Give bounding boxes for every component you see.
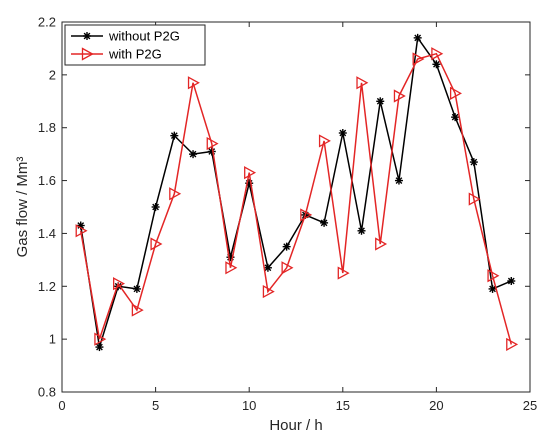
legend-marker-with-p2g [81,47,94,61]
data-point [262,284,275,299]
x-axis-label: Hour / h [269,417,322,434]
y-tick-label: 2 [49,67,56,82]
y-tick-label: 2.2 [38,15,56,30]
y-tick-label: 1.6 [38,173,56,188]
data-point [150,237,163,251]
x-tick-label: 0 [58,398,65,413]
data-point [451,113,460,122]
data-point [376,97,385,106]
data-point [432,60,441,69]
series-with-p2g [75,47,519,352]
legend: without P2G with P2G [64,24,206,66]
data-point [469,158,478,167]
data-point [356,76,369,90]
data-point [132,284,141,293]
x-tick-label: 10 [242,398,256,413]
data-point [75,224,88,238]
data-point [413,33,422,42]
data-point [506,337,519,352]
data-point [95,343,104,352]
y-tick-label: 1.8 [38,120,56,135]
data-point [487,269,500,283]
data-point [488,284,497,293]
data-point [357,226,366,235]
x-tick-label: 25 [523,398,537,413]
legend-marker-without-p2g [83,32,91,40]
data-point [263,263,272,272]
data-point [131,303,144,317]
series-layer [75,33,519,352]
legend-marker [81,47,94,61]
series-line-with-p2g [79,52,513,345]
data-point [468,192,481,206]
data-point [206,136,219,151]
x-tick-label: 5 [152,398,159,413]
data-point [375,237,388,251]
data-point [94,332,107,346]
data-point [244,166,257,180]
data-point [113,277,126,291]
legend-box [64,24,206,66]
series-line-without-p2g [79,35,512,348]
x-tick-label: 20 [429,398,443,413]
series-without-p2g [76,33,516,352]
data-point [170,131,179,140]
y-tick-label: 0.8 [38,385,56,400]
data-point [187,76,200,90]
data-point [282,242,291,251]
axis-ticks: 0 5 10 15 20 25 0.8 1 1.2 1.4 1.6 1.8 2 2.2 [38,15,537,414]
data-point [431,47,444,61]
data-point [189,150,198,159]
y-tick-label: 1.2 [38,279,56,294]
y-tick-label: 1 [49,332,56,347]
data-point [281,261,294,275]
plot-area [61,21,531,393]
data-point [318,134,331,148]
data-point [338,129,347,137]
data-point [169,187,182,201]
y-axis-label: Gas flow / Mm³ [14,157,31,258]
data-point [449,86,462,100]
data-point [300,208,313,222]
data-point [320,218,329,227]
legend-label-without-p2g: without P2G [108,29,180,44]
data-point [412,52,425,66]
legend-label-with-p2g: with P2G [108,47,162,62]
data-point [507,277,516,285]
data-point [151,203,160,211]
data-point [393,89,406,103]
data-point [337,266,350,280]
legend-marker [83,32,91,40]
y-tick-label: 1.4 [38,226,56,241]
x-tick-label: 15 [336,398,350,413]
data-point [76,221,85,230]
data-point [394,176,403,185]
data-point [225,261,238,275]
